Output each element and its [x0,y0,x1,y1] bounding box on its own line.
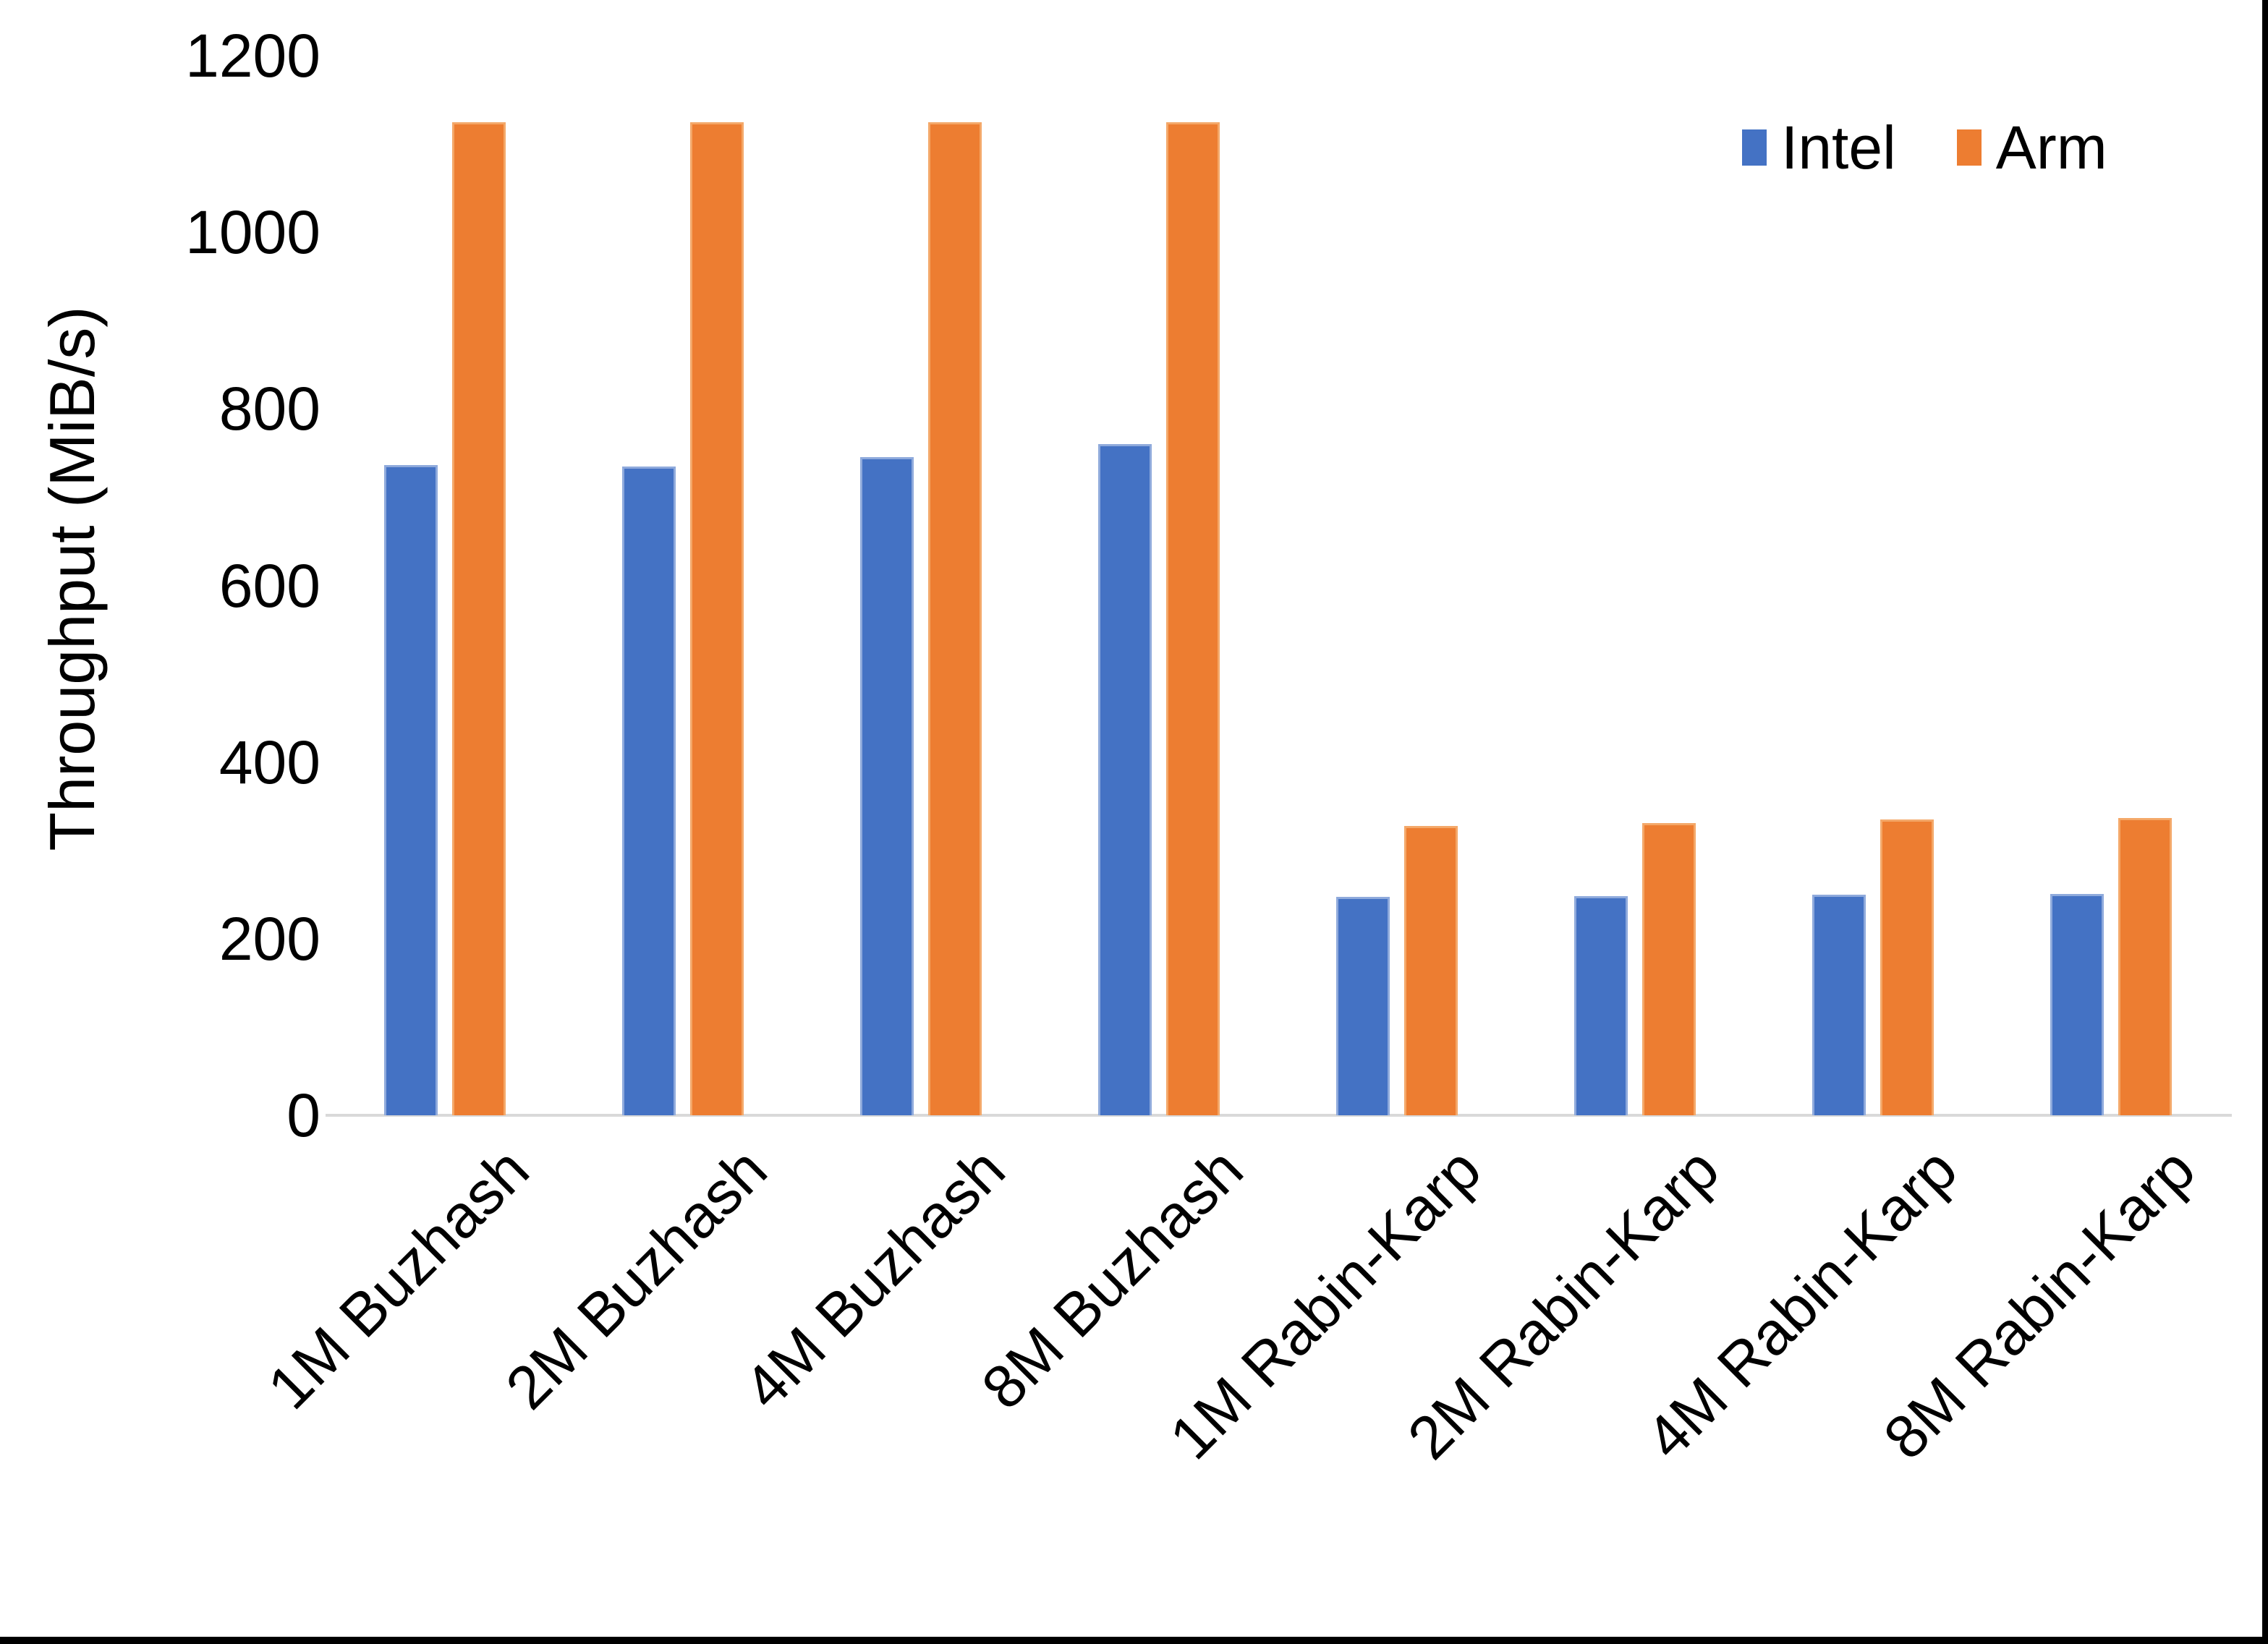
bar-intel-1m-rabin-karp [1335,897,1390,1115]
y-tick-label-400: 400 [218,728,320,796]
arm-legend-label: Arm [1995,114,2107,182]
bar-intel-4m-buzhash [859,457,914,1115]
window-border-bottom [0,1637,2268,1644]
bar-arm-2m-rabin-karp [1641,822,1696,1115]
arm-legend-swatch [1956,129,1982,166]
intel-legend-swatch [1742,129,1767,166]
y-tick-label-1000: 1000 [185,198,320,267]
bar-arm-8m-rabin-karp [2118,817,2172,1115]
y-tick-label-200: 200 [218,904,320,973]
bar-intel-2m-buzhash [621,466,676,1115]
intel-legend-label: Intel [1781,114,1896,182]
bar-intel-8m-rabin-karp [2050,893,2104,1115]
bar-intel-1m-buzhash [383,465,438,1115]
y-tick-label-800: 800 [218,375,320,443]
window-border-right [2262,0,2268,1644]
bar-arm-1m-buzhash [451,122,506,1115]
y-tick-label-1200: 1200 [185,22,320,90]
x-axis-line [326,1114,2232,1117]
bar-arm-4m-rabin-karp [1880,819,1934,1115]
bar-intel-8m-buzhash [1097,444,1152,1115]
y-tick-label-0: 0 [286,1081,320,1149]
legend-item-intel: Intel [1742,117,1896,178]
bar-intel-2m-rabin-karp [1573,896,1628,1115]
legend: Intel Arm [1742,113,2107,182]
legend-item-arm: Arm [1956,114,2107,182]
bar-arm-2m-buzhash [689,122,744,1115]
x-category-label-1m-buzhash: 1M Buzhash [254,1135,542,1422]
bar-arm-1m-rabin-karp [1403,825,1458,1115]
bar-arm-4m-buzhash [927,122,982,1115]
bar-arm-8m-buzhash [1165,122,1220,1115]
y-tick-label-600: 600 [218,551,320,620]
bar-intel-4m-rabin-karp [1812,894,1866,1115]
